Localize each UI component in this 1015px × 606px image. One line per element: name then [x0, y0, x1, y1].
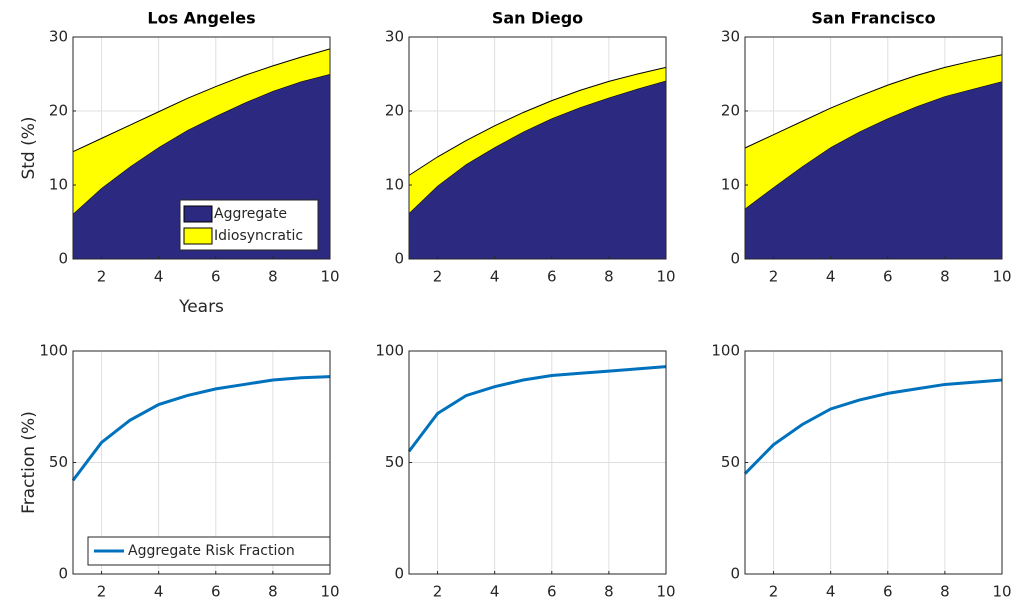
x-tick-label: 8: [268, 583, 278, 601]
x-tick-label: 4: [826, 583, 836, 601]
legend-label: Aggregate Risk Fraction: [128, 543, 295, 559]
x-tick-label: 10: [320, 583, 339, 601]
y-tick-label: 30: [721, 28, 740, 46]
x-tick-label: 2: [97, 583, 107, 601]
y-tick-label: 10: [49, 176, 68, 194]
x-tick-label: 8: [940, 583, 950, 601]
x-tick-label: 4: [490, 583, 500, 601]
x-tick-label: 10: [992, 583, 1011, 601]
data-layer: [71, 375, 331, 482]
subplot: 2 4 6 8 10 0 10 20 30 Los Angeles Years Std (%) Aggr…: [19, 9, 340, 318]
y-tick-label: 10: [385, 176, 404, 194]
y-tick-label: 50: [49, 453, 68, 471]
legend-swatch: [183, 227, 213, 245]
y-tick-label: 100: [711, 342, 740, 360]
legend-swatch: [183, 205, 213, 223]
x-tick-label: 4: [154, 583, 164, 601]
x-tick-label: 6: [883, 268, 893, 286]
y-tick-label: 20: [721, 102, 740, 120]
line: [71, 375, 331, 482]
x-tick-label: 10: [656, 268, 675, 286]
area-edge: [72, 48, 331, 153]
legend-label: Idiosyncratic: [214, 228, 303, 244]
y-axis-label: Std (%): [19, 116, 39, 179]
x-tick-label: 2: [433, 583, 443, 601]
y-tick-label: 0: [58, 250, 68, 268]
data-layer: [408, 66, 667, 259]
y-tick-label: 50: [721, 453, 740, 471]
x-axis-label: Years: [178, 297, 224, 317]
x-tick-label: 2: [769, 268, 779, 286]
x-tick-label: 2: [97, 268, 107, 286]
x-tick-label: 10: [320, 268, 339, 286]
y-tick-label: 100: [375, 342, 404, 360]
y-tick-label: 0: [730, 565, 740, 583]
y-tick-label: 0: [394, 250, 404, 268]
x-tick-label: 2: [769, 583, 779, 601]
x-tick-label: 4: [490, 268, 500, 286]
x-tick-label: 4: [826, 268, 836, 286]
x-tick-label: 6: [211, 268, 221, 286]
y-tick-label: 50: [385, 453, 404, 471]
line: [743, 378, 1003, 475]
area-edge: [408, 66, 667, 176]
y-tick-label: 20: [385, 102, 404, 120]
line: [407, 365, 667, 453]
chart-title: San Francisco: [811, 9, 935, 28]
area: [745, 54, 1002, 209]
y-axis-label: Fraction (%): [19, 411, 39, 514]
x-tick-label: 6: [883, 583, 893, 601]
y-tick-label: 30: [49, 28, 68, 46]
area: [73, 48, 330, 214]
y-tick-label: 0: [394, 565, 404, 583]
subplot: 2 4 6 8 10 0 10 20 30 San Francisco: [721, 9, 1012, 286]
area-edge: [744, 54, 1003, 149]
x-tick-label: 6: [547, 268, 557, 286]
legend-label: Aggregate: [214, 206, 287, 222]
y-tick-label: 20: [49, 102, 68, 120]
data-layer: [743, 378, 1003, 475]
y-tick-label: 100: [39, 342, 68, 360]
subplot: 2 4 6 8 10 0 10 20 30 San Diego: [385, 9, 676, 286]
chart-title: San Diego: [492, 9, 583, 28]
legend-box: [87, 536, 331, 566]
area: [409, 80, 666, 259]
y-tick-label: 10: [721, 176, 740, 194]
x-tick-label: 6: [547, 583, 557, 601]
x-tick-label: 10: [992, 268, 1011, 286]
x-tick-label: 4: [154, 268, 164, 286]
x-tick-label: 8: [604, 583, 614, 601]
data-layer: [744, 54, 1003, 260]
axes-frame: [408, 36, 667, 260]
x-tick-label: 8: [940, 268, 950, 286]
x-tick-label: 2: [433, 268, 443, 286]
data-layer: [407, 365, 667, 453]
area: [745, 81, 1002, 260]
x-tick-label: 8: [604, 268, 614, 286]
y-tick-label: 0: [730, 250, 740, 268]
x-tick-label: 10: [656, 583, 675, 601]
y-tick-label: 30: [385, 28, 404, 46]
axes-frame: [744, 36, 1003, 260]
x-tick-label: 8: [268, 268, 278, 286]
chart-title: Los Angeles: [147, 9, 255, 28]
x-tick-label: 6: [211, 583, 221, 601]
y-tick-label: 0: [58, 565, 68, 583]
axes-frame: [72, 36, 331, 260]
area: [409, 67, 666, 214]
